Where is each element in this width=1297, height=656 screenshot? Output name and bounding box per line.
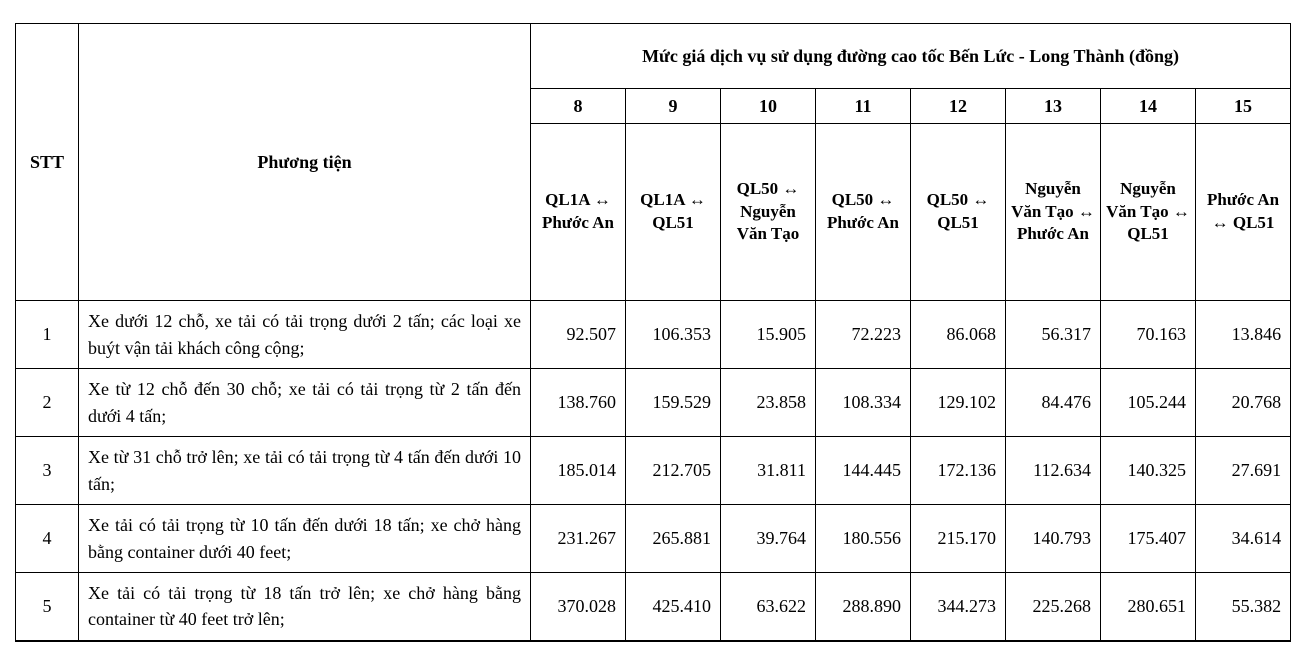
price-cell: 280.651 bbox=[1100, 572, 1196, 642]
route-header: QL50 ↔ Phước An bbox=[815, 123, 911, 301]
route-header: Nguyễn Văn Tạo ↔ Phước An bbox=[1005, 123, 1101, 301]
table-row: 5 Xe tải có tải trọng từ 18 tấn trở lên;… bbox=[15, 572, 1292, 642]
price-cell: 106.353 bbox=[625, 300, 721, 369]
price-cell: 55.382 bbox=[1194, 572, 1292, 642]
route-header: QL1A ↔ Phước An bbox=[530, 123, 626, 301]
table-row: 2 Xe từ 12 chỗ đến 30 chỗ; xe tải có tải… bbox=[15, 368, 1292, 437]
price-cell: 180.556 bbox=[815, 504, 911, 573]
price-cell: 105.244 bbox=[1100, 368, 1196, 437]
price-cell: 344.273 bbox=[910, 572, 1006, 642]
route-header: Phước An ↔ QL51 bbox=[1194, 123, 1292, 301]
price-cell: 140.793 bbox=[1005, 504, 1101, 573]
price-cell: 288.890 bbox=[815, 572, 911, 642]
column-number: 9 bbox=[625, 88, 721, 124]
price-cell: 159.529 bbox=[625, 368, 721, 437]
table-row: 3 Xe từ 31 chỗ trở lên; xe tải có tải tr… bbox=[15, 436, 1292, 505]
price-cell: 212.705 bbox=[625, 436, 721, 505]
price-cell: 185.014 bbox=[530, 436, 626, 505]
column-number-row: 8 9 10 11 12 13 14 15 bbox=[16, 88, 1292, 124]
price-cell: 140.325 bbox=[1100, 436, 1196, 505]
price-cell: 231.267 bbox=[530, 504, 626, 573]
column-number: 10 bbox=[720, 88, 816, 124]
price-cell: 20.768 bbox=[1194, 368, 1292, 437]
table-row: 1 Xe dưới 12 chỗ, xe tải có tải trọng dư… bbox=[15, 300, 1292, 369]
title-row: STT Phương tiện Mức giá dịch vụ sử dụng … bbox=[15, 23, 1292, 301]
vehicle-cell: Xe tải có tải trọng từ 18 tấn trở lên; x… bbox=[78, 572, 531, 642]
stt-cell: 5 bbox=[15, 572, 79, 642]
column-number: 12 bbox=[910, 88, 1006, 124]
vehicle-cell: Xe từ 31 chỗ trở lên; xe tải có tải trọn… bbox=[78, 436, 531, 505]
price-cell: 31.811 bbox=[720, 436, 816, 505]
price-cell: 84.476 bbox=[1005, 368, 1101, 437]
price-cell: 13.846 bbox=[1194, 300, 1292, 369]
price-cell: 70.163 bbox=[1100, 300, 1196, 369]
price-cell: 225.268 bbox=[1005, 572, 1101, 642]
vehicle-column-header: Phương tiện bbox=[78, 23, 531, 301]
price-cell: 215.170 bbox=[910, 504, 1006, 573]
price-cell: 27.691 bbox=[1194, 436, 1292, 505]
price-cell: 56.317 bbox=[1005, 300, 1101, 369]
route-header: QL50 ↔ QL51 bbox=[910, 123, 1006, 301]
stt-cell: 3 bbox=[15, 436, 79, 505]
price-cell: 265.881 bbox=[625, 504, 721, 573]
price-cell: 144.445 bbox=[815, 436, 911, 505]
price-cell: 129.102 bbox=[910, 368, 1006, 437]
price-cell: 15.905 bbox=[720, 300, 816, 369]
vehicle-cell: Xe dưới 12 chỗ, xe tải có tải trọng dưới… bbox=[78, 300, 531, 369]
price-cell: 138.760 bbox=[530, 368, 626, 437]
price-cell: 39.764 bbox=[720, 504, 816, 573]
price-cell: 92.507 bbox=[530, 300, 626, 369]
price-cell: 63.622 bbox=[720, 572, 816, 642]
price-cell: 172.136 bbox=[910, 436, 1006, 505]
column-number: 14 bbox=[1100, 88, 1196, 124]
price-cell: 370.028 bbox=[530, 572, 626, 642]
toll-price-table: STT Phương tiện Mức giá dịch vụ sử dụng … bbox=[15, 23, 1292, 642]
price-cell: 112.634 bbox=[1005, 436, 1101, 505]
route-header: QL50 ↔ Nguyễn Văn Tạo bbox=[720, 123, 816, 301]
price-cell: 86.068 bbox=[910, 300, 1006, 369]
price-cell: 175.407 bbox=[1100, 504, 1196, 573]
stt-cell: 4 bbox=[15, 504, 79, 573]
price-group-title: Mức giá dịch vụ sử dụng đường cao tốc Bế… bbox=[529, 23, 1292, 89]
price-cell: 72.223 bbox=[815, 300, 911, 369]
column-number: 8 bbox=[530, 88, 626, 124]
price-cell: 23.858 bbox=[720, 368, 816, 437]
stt-cell: 1 bbox=[15, 300, 79, 369]
column-number: 13 bbox=[1005, 88, 1101, 124]
price-cell: 425.410 bbox=[625, 572, 721, 642]
stt-cell: 2 bbox=[15, 368, 79, 437]
table-row: 4 Xe tải có tải trọng từ 10 tấn đến dưới… bbox=[15, 504, 1292, 573]
column-number: 11 bbox=[815, 88, 911, 124]
vehicle-cell: Xe từ 12 chỗ đến 30 chỗ; xe tải có tải t… bbox=[78, 368, 531, 437]
route-header-row: QL1A ↔ Phước An QL1A ↔ QL51 QL50 ↔ Nguyễ… bbox=[16, 123, 1292, 301]
vehicle-cell: Xe tải có tải trọng từ 10 tấn đến dưới 1… bbox=[78, 504, 531, 573]
route-header: Nguyễn Văn Tạo ↔ QL51 bbox=[1100, 123, 1196, 301]
price-cell: 34.614 bbox=[1194, 504, 1292, 573]
stt-column-header: STT bbox=[15, 23, 79, 301]
route-header: QL1A ↔ QL51 bbox=[625, 123, 721, 301]
price-cell: 108.334 bbox=[815, 368, 911, 437]
column-number: 15 bbox=[1194, 88, 1292, 124]
